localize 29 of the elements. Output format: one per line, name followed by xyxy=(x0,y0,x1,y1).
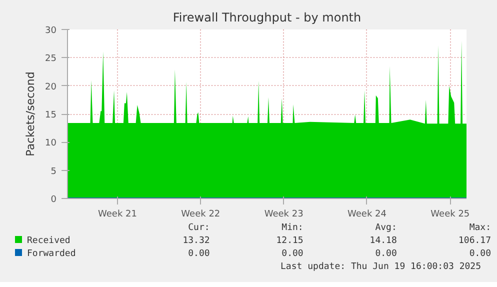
x-tick-label: Week 25 xyxy=(430,210,470,220)
y-tick-label: 0 xyxy=(50,195,57,205)
y-tick-label: 30 xyxy=(45,26,57,36)
y-tick-label: 10 xyxy=(45,138,57,149)
y-tick-label: 25 xyxy=(45,54,56,64)
text: 13.32 xyxy=(182,235,211,248)
y-tick-label: 20 xyxy=(45,82,57,92)
text: 106.17 xyxy=(457,235,492,248)
text: 12.15 xyxy=(275,235,304,248)
text: 0.00 xyxy=(187,248,211,261)
text: 0.00 xyxy=(468,248,492,261)
text: Last update: Thu Jun 19 16:00:03 2025 xyxy=(280,261,482,273)
chart-title: Firewall Throughput - by month xyxy=(172,10,362,24)
x-tick-label: Week 21 xyxy=(98,210,137,220)
text: Max: xyxy=(468,222,492,235)
text: 14.18 xyxy=(368,235,398,248)
x-tick-label: Week 24 xyxy=(348,210,387,220)
legend-label: Forwarded xyxy=(26,248,77,261)
y-tick-label: 5 xyxy=(50,166,57,177)
text: Avg: xyxy=(374,222,398,235)
x-tick-label: Week 22 xyxy=(181,210,220,220)
legend-label: Received xyxy=(26,235,72,248)
text: 0.00 xyxy=(374,248,398,261)
text: 0.00 xyxy=(280,248,304,261)
text: Cur: xyxy=(187,222,211,235)
y-axis-title: Packets/second xyxy=(24,72,38,156)
text: Min: xyxy=(280,222,304,235)
y-tick-label: 15 xyxy=(45,110,56,120)
x-tick-label: Week 23 xyxy=(264,210,304,220)
